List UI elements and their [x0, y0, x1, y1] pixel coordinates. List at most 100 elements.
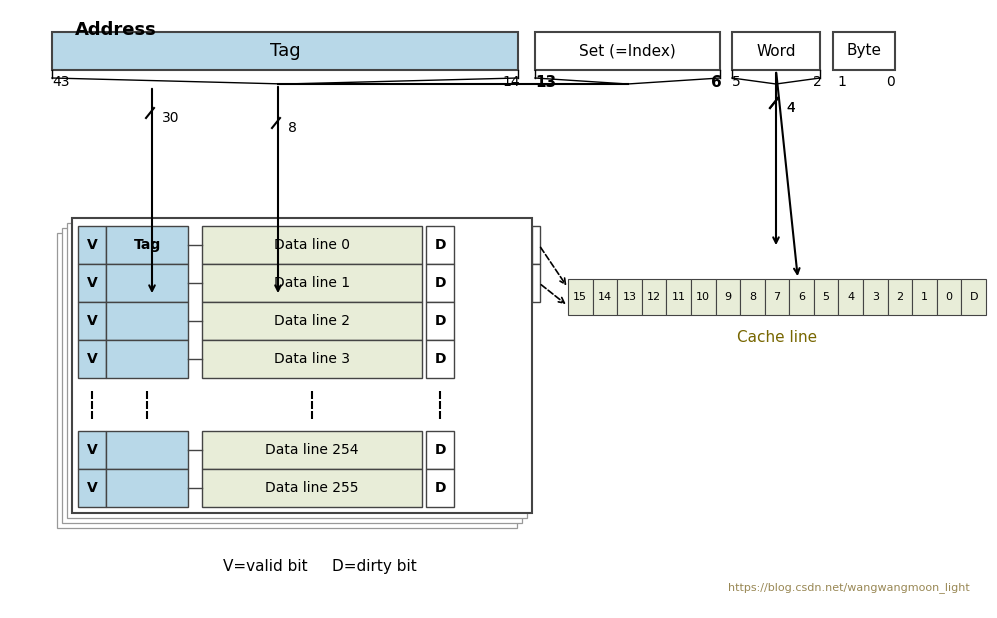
Text: Address: Address: [75, 21, 157, 39]
Bar: [838, 279, 863, 315]
Bar: [912, 279, 937, 315]
Text: 43: 43: [52, 75, 70, 89]
Text: 13: 13: [622, 292, 636, 302]
Bar: [814, 279, 838, 315]
Text: 7: 7: [774, 292, 781, 302]
Text: Data line 1: Data line 1: [274, 276, 350, 290]
Bar: [67, 223, 527, 518]
Bar: [740, 279, 765, 315]
Text: V: V: [87, 481, 98, 495]
Text: Data line 2: Data line 2: [274, 314, 350, 328]
Bar: [202, 469, 422, 507]
Text: 5: 5: [732, 75, 741, 89]
Text: 2: 2: [814, 75, 822, 89]
Bar: [833, 32, 895, 70]
Bar: [716, 279, 740, 315]
Text: 6: 6: [798, 292, 806, 302]
Bar: [535, 32, 720, 70]
Text: Tag: Tag: [269, 42, 300, 60]
Bar: [426, 264, 454, 302]
Text: 4: 4: [786, 101, 795, 115]
Bar: [106, 340, 188, 378]
Bar: [426, 226, 454, 264]
Text: Data line 3: Data line 3: [274, 352, 350, 366]
Bar: [961, 279, 986, 315]
Text: 5: 5: [823, 292, 830, 302]
Text: V=valid bit     D=dirty bit: V=valid bit D=dirty bit: [223, 559, 417, 574]
Bar: [765, 279, 790, 315]
Text: Byte: Byte: [846, 43, 881, 59]
Text: 2: 2: [896, 292, 903, 302]
Text: D: D: [435, 443, 446, 457]
Bar: [790, 279, 814, 315]
Text: V: V: [87, 352, 98, 366]
Text: 14: 14: [598, 292, 612, 302]
Bar: [72, 218, 532, 513]
Text: D: D: [435, 314, 446, 328]
Text: Word: Word: [757, 43, 796, 59]
Bar: [732, 32, 820, 70]
Bar: [202, 302, 422, 340]
Bar: [78, 469, 106, 507]
Text: 11: 11: [672, 292, 686, 302]
Bar: [426, 340, 454, 378]
Text: 30: 30: [162, 111, 179, 125]
Text: 9: 9: [724, 292, 732, 302]
Text: 1: 1: [921, 292, 928, 302]
Text: D: D: [435, 276, 446, 290]
Bar: [52, 32, 518, 70]
Text: 4: 4: [847, 292, 854, 302]
Bar: [426, 469, 454, 507]
Bar: [202, 264, 422, 302]
Bar: [62, 228, 522, 523]
Text: 15: 15: [573, 292, 587, 302]
Text: Data line 255: Data line 255: [265, 481, 359, 495]
Text: Tag: Tag: [134, 238, 161, 252]
Bar: [202, 226, 422, 264]
Bar: [106, 264, 188, 302]
Text: 3: 3: [871, 292, 878, 302]
Bar: [57, 233, 517, 528]
Text: 10: 10: [696, 292, 710, 302]
Bar: [202, 340, 422, 378]
Text: V: V: [87, 238, 98, 252]
Text: https://blog.csdn.net/wangwangmoon_light: https://blog.csdn.net/wangwangmoon_light: [728, 583, 970, 593]
Text: Cache line: Cache line: [737, 329, 818, 344]
Text: 12: 12: [647, 292, 661, 302]
Bar: [78, 264, 106, 302]
Bar: [426, 302, 454, 340]
Bar: [863, 279, 887, 315]
Text: V: V: [87, 443, 98, 457]
Bar: [532, 264, 540, 302]
Text: Set (=Index): Set (=Index): [579, 43, 676, 59]
Bar: [642, 279, 666, 315]
Bar: [78, 431, 106, 469]
Bar: [106, 226, 188, 264]
Text: V: V: [87, 276, 98, 290]
Text: V: V: [87, 314, 98, 328]
Bar: [106, 302, 188, 340]
Text: Data line 0: Data line 0: [274, 238, 350, 252]
Text: 0: 0: [945, 292, 952, 302]
Text: 1: 1: [837, 75, 845, 89]
Bar: [78, 226, 106, 264]
Text: 13: 13: [535, 75, 556, 90]
Bar: [666, 279, 691, 315]
Bar: [617, 279, 642, 315]
Text: 14: 14: [502, 75, 520, 89]
Text: D: D: [435, 352, 446, 366]
Bar: [426, 431, 454, 469]
Text: 6: 6: [711, 75, 722, 90]
Text: D: D: [435, 481, 446, 495]
Text: 8: 8: [288, 121, 297, 135]
Text: 0: 0: [886, 75, 895, 89]
Text: 8: 8: [749, 292, 756, 302]
Bar: [106, 469, 188, 507]
Bar: [78, 302, 106, 340]
Text: D: D: [435, 238, 446, 252]
Text: Data line 254: Data line 254: [265, 443, 359, 457]
Bar: [592, 279, 617, 315]
Bar: [106, 431, 188, 469]
Bar: [78, 340, 106, 378]
Bar: [887, 279, 912, 315]
